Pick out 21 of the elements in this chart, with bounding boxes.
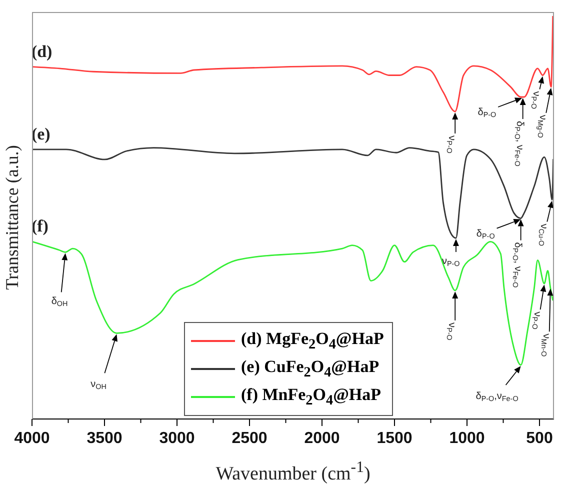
x-tick-label: 500 bbox=[526, 430, 553, 447]
annotation: (e) bbox=[31, 124, 50, 144]
x-tick-label: 3500 bbox=[86, 430, 122, 447]
annotation: δ$_{P-O}$,ν$_{Fe-O}$ bbox=[476, 391, 519, 404]
x-tick-label: 3000 bbox=[159, 430, 195, 447]
x-tick-label: 2500 bbox=[232, 430, 268, 447]
legend-label: (f) MnFe$_{2}$O$_{4}$@HaP bbox=[241, 384, 381, 410]
y-axis-title: Transmittance (a.u.) bbox=[2, 145, 22, 290]
annotation: δ$_{OH}$ bbox=[51, 296, 68, 308]
legend-label: (e) CuFe$_{2}$O$_{4}$@HaP bbox=[241, 356, 380, 382]
x-tick-label: 1500 bbox=[376, 430, 412, 447]
annotation: ν$_{OH}$ bbox=[90, 379, 106, 392]
legend-label: (d) MgFe$_{2}$O$_{4}$@HaP bbox=[241, 328, 384, 354]
annotation: (f) bbox=[31, 216, 48, 236]
annotation: (d) bbox=[31, 42, 52, 61]
annotation: δ$_{P-O}$ bbox=[478, 107, 497, 120]
x-axis-title: Wavenumber (cm$^{-1}$) bbox=[214, 459, 372, 486]
x-tick-label: 1000 bbox=[449, 430, 485, 447]
x-tick-label: 4000 bbox=[14, 430, 50, 447]
annotation: δ$_{P-O}$ bbox=[476, 228, 496, 240]
x-tick-label: 2000 bbox=[304, 430, 340, 447]
